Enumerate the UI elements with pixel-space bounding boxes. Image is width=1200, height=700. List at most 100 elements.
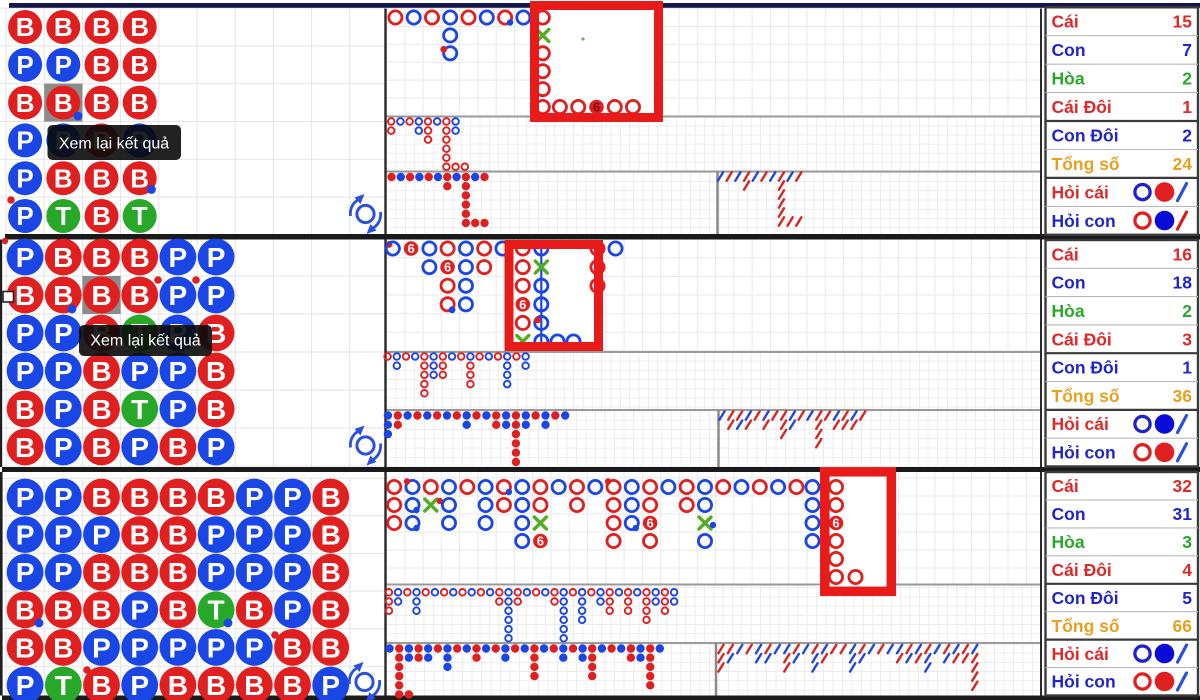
svg-text:P: P [16, 356, 35, 387]
svg-text:P: P [207, 520, 226, 551]
svg-text:B: B [130, 280, 150, 311]
svg-text:B: B [91, 432, 111, 463]
svg-text:P: P [245, 482, 264, 513]
svg-text:P: P [130, 670, 149, 700]
svg-text:P: P [16, 201, 33, 231]
svg-text:15: 15 [1173, 12, 1193, 32]
svg-text:B: B [206, 482, 226, 513]
svg-text:Cái: Cái [1052, 244, 1079, 264]
svg-text:P: P [283, 557, 302, 588]
svg-text:P: P [16, 670, 35, 700]
svg-text:B: B [244, 595, 264, 626]
svg-text:Con Đôi: Con Đôi [1052, 358, 1119, 378]
svg-text:B: B [168, 557, 188, 588]
svg-text:P: P [55, 50, 72, 80]
svg-text:P: P [169, 356, 188, 387]
svg-text:B: B [91, 482, 111, 513]
svg-text:B: B [321, 557, 341, 588]
svg-text:P: P [54, 557, 73, 588]
svg-text:B: B [91, 394, 111, 425]
svg-text:P: P [16, 242, 35, 273]
svg-text:Cái: Cái [1052, 476, 1079, 496]
svg-text:B: B [206, 670, 226, 700]
svg-text:B: B [244, 670, 264, 700]
svg-text:P: P [321, 670, 340, 700]
svg-text:P: P [54, 356, 73, 387]
svg-text:P: P [283, 520, 302, 551]
svg-text:B: B [91, 595, 111, 626]
svg-text:Xem lại kết quả: Xem lại kết quả [90, 333, 200, 350]
svg-text:31: 31 [1173, 504, 1193, 524]
svg-text:Cái Đôi: Cái Đôi [1052, 329, 1112, 349]
svg-text:66: 66 [1173, 616, 1193, 636]
svg-text:Hòa: Hòa [1052, 69, 1085, 89]
svg-text:2: 2 [1182, 126, 1192, 146]
svg-text:P: P [16, 520, 35, 551]
svg-text:Hỏi con: Hỏi con [1052, 443, 1116, 463]
svg-text:B: B [91, 670, 111, 700]
svg-text:B: B [91, 557, 111, 588]
svg-text:P: P [16, 557, 35, 588]
svg-text:P: P [54, 482, 73, 513]
svg-text:B: B [321, 595, 341, 626]
svg-text:T: T [208, 595, 225, 626]
svg-text:B: B [15, 632, 35, 663]
svg-text:B: B [16, 88, 35, 118]
svg-text:Tổng số: Tổng số [1052, 154, 1120, 174]
svg-text:Tổng số: Tổng số [1052, 616, 1120, 636]
svg-text:3: 3 [1182, 532, 1192, 552]
svg-text:T: T [131, 394, 148, 425]
svg-text:16: 16 [1173, 244, 1193, 264]
svg-text:B: B [130, 12, 149, 42]
svg-text:P: P [207, 280, 226, 311]
svg-text:P: P [16, 126, 33, 156]
svg-text:Hỏi con: Hỏi con [1052, 672, 1116, 692]
svg-text:4: 4 [1182, 560, 1192, 580]
svg-text:P: P [245, 520, 264, 551]
svg-text:6: 6 [593, 100, 600, 115]
svg-text:2: 2 [1182, 69, 1192, 89]
svg-text:B: B [168, 595, 188, 626]
svg-text:2: 2 [1182, 301, 1192, 321]
svg-text:Con Đôi: Con Đôi [1052, 588, 1119, 608]
svg-text:P: P [207, 242, 226, 273]
svg-text:Con: Con [1052, 504, 1086, 524]
svg-text:B: B [53, 280, 73, 311]
svg-text:P: P [130, 632, 149, 663]
svg-text:P: P [207, 432, 226, 463]
svg-text:3: 3 [1182, 329, 1192, 349]
svg-text:B: B [92, 12, 111, 42]
svg-text:P: P [169, 280, 188, 311]
svg-text:P: P [92, 520, 111, 551]
svg-text:B: B [15, 280, 35, 311]
svg-text:24: 24 [1173, 154, 1193, 174]
svg-text:18: 18 [1173, 273, 1193, 293]
svg-text:B: B [92, 201, 111, 231]
svg-text:P: P [130, 595, 149, 626]
svg-text:P: P [54, 318, 73, 349]
svg-text:P: P [207, 557, 226, 588]
svg-text:P: P [207, 632, 226, 663]
svg-text:Hòa: Hòa [1052, 532, 1085, 552]
svg-text:P: P [54, 432, 73, 463]
svg-text:B: B [206, 394, 226, 425]
svg-text:Hỏi cái: Hỏi cái [1052, 414, 1109, 434]
svg-text:B: B [168, 432, 188, 463]
svg-text:36: 36 [1173, 386, 1193, 406]
svg-text:Cái Đôi: Cái Đôi [1052, 560, 1112, 580]
svg-text:B: B [54, 88, 73, 118]
svg-text:Con Đôi: Con Đôi [1052, 126, 1119, 146]
svg-text:B: B [53, 595, 73, 626]
svg-text:6: 6 [832, 516, 839, 531]
svg-text:B: B [92, 163, 111, 193]
svg-text:Con: Con [1052, 40, 1086, 60]
svg-text:B: B [15, 432, 35, 463]
svg-text:P: P [16, 482, 35, 513]
svg-text:T: T [132, 201, 148, 231]
svg-text:P: P [16, 318, 35, 349]
svg-text:B: B [91, 280, 111, 311]
svg-text:Hỏi con: Hỏi con [1052, 211, 1116, 231]
svg-text:7: 7 [1182, 40, 1192, 60]
svg-text:32: 32 [1173, 476, 1193, 496]
svg-text:P: P [169, 632, 188, 663]
